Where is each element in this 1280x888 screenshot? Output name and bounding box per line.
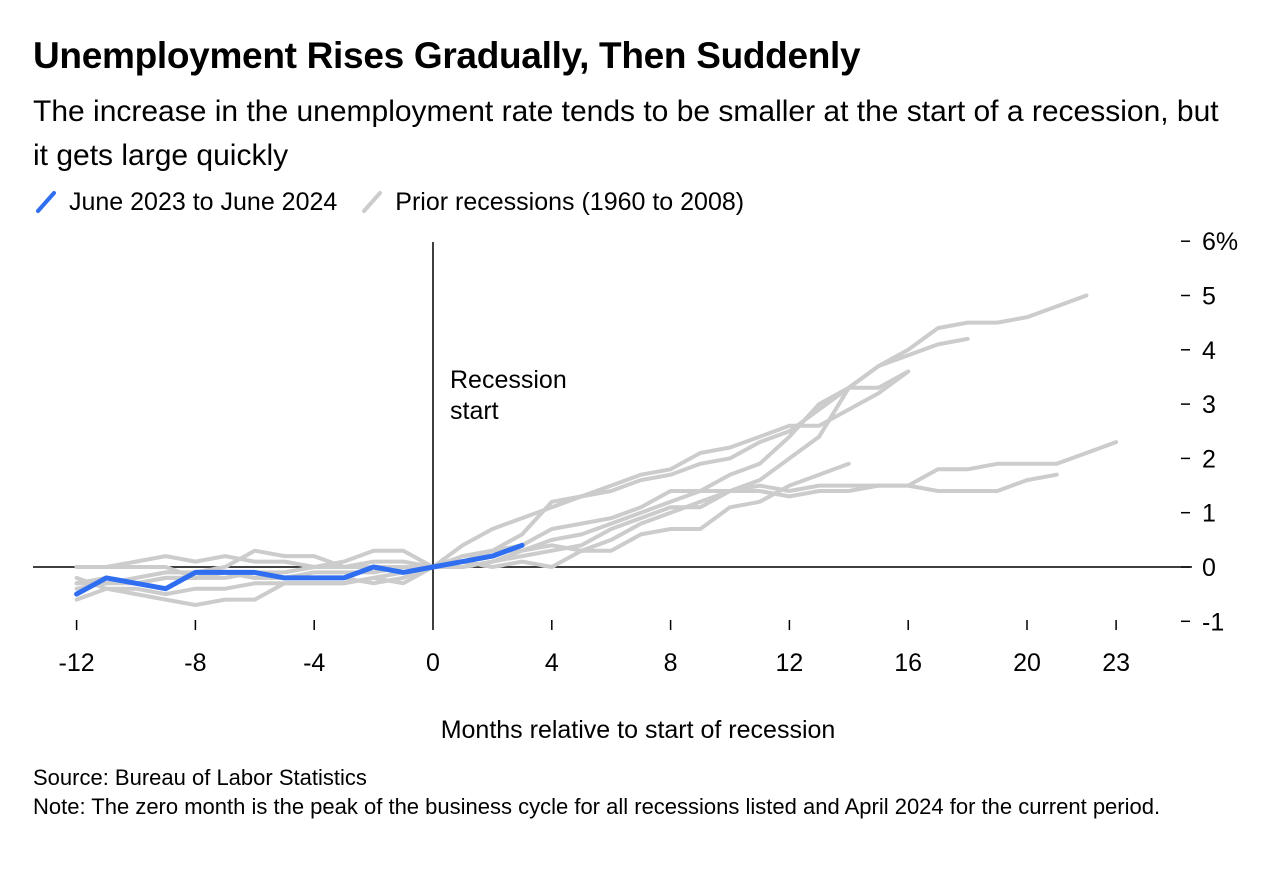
legend-label-prior: Prior recessions (1960 to 2008) — [395, 187, 745, 216]
legend-item-current: June 2023 to June 2024 — [33, 188, 337, 217]
y-tick-label: 5 — [1202, 283, 1216, 311]
legend-item-prior: Prior recessions (1960 to 2008) — [359, 188, 744, 217]
recession-start-annotation: start — [450, 397, 499, 425]
x-tick-label: -4 — [303, 649, 325, 677]
source-note: Source: Bureau of Labor Statistics — [33, 765, 367, 790]
y-tick-label: 3 — [1202, 391, 1216, 419]
line-chart: 6% 5 4 3 2 1 0 -1 -12 -8 -4 0 4 8 12 16 20 23 Months relat… — [33, 228, 1238, 744]
series-line-prior-recession — [74, 440, 1119, 569]
x-tick-label: 8 — [664, 649, 678, 677]
x-axis-title: Months relative to start of recession — [441, 716, 836, 744]
y-tick-label: -1 — [1202, 608, 1224, 636]
legend-swatch-prior — [362, 191, 383, 213]
y-tick-label: 6% — [1202, 228, 1238, 256]
x-tick-label: 4 — [545, 649, 559, 677]
y-tick-label: 4 — [1202, 337, 1216, 365]
y-tick-label: 0 — [1202, 554, 1216, 582]
x-tick-label: 0 — [426, 649, 440, 677]
x-tick-label: 20 — [1013, 649, 1041, 677]
legend: June 2023 to June 2024 Prior recessions … — [33, 182, 766, 222]
y-tick-label: 1 — [1202, 500, 1216, 528]
series-line-prior-recession — [74, 293, 1089, 607]
x-tick-label: -12 — [59, 649, 95, 677]
y-tick-label: 2 — [1202, 445, 1216, 473]
footnote: Note: The zero month is the peak of the … — [33, 794, 1161, 819]
x-tick-label: 16 — [894, 649, 922, 677]
chart-subtitle: The increase in the unemployment rate te… — [33, 95, 1219, 172]
x-tick-label: 23 — [1102, 649, 1130, 677]
chart-title: Unemployment Rises Gradually, Then Sudde… — [33, 35, 861, 76]
x-tick-label: 12 — [775, 649, 803, 677]
series-line-prior-recession — [74, 461, 851, 602]
footer: Source: Bureau of Labor Statistics Note:… — [33, 763, 1253, 821]
recession-start-annotation: Recession — [450, 366, 567, 394]
series-line-current — [74, 542, 525, 597]
legend-label-current: June 2023 to June 2024 — [69, 187, 338, 216]
x-tick-label: -8 — [184, 649, 206, 677]
legend-swatch-current — [36, 191, 56, 213]
